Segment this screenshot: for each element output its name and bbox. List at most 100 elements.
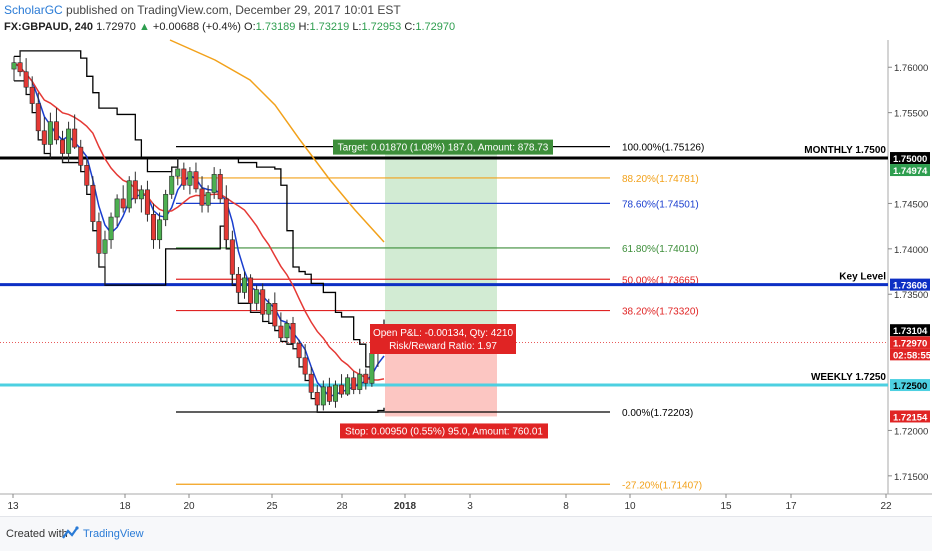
channel-upper-line <box>14 50 385 368</box>
candle-body <box>290 322 296 344</box>
candle-body <box>278 325 284 339</box>
candle-body <box>199 188 205 206</box>
y-tick-label: 1.76000 <box>894 63 928 74</box>
published-text: published on TradingView.com, December 2… <box>66 3 401 17</box>
candle-body <box>320 386 326 406</box>
candle-body <box>108 216 114 241</box>
x-tick-label: 2018 <box>394 501 417 512</box>
time-axis[interactable]: 13 18 20 25 28 2018 3 8 10 15 17 22 <box>7 494 892 512</box>
chart-canvas[interactable]: 100.00%(1.75126) 88.20%(1.74781) 78.60%(1.… <box>0 0 932 516</box>
candle-body <box>78 146 84 166</box>
tradingview-link[interactable]: TradingView <box>83 528 144 540</box>
loss-zone <box>385 342 497 417</box>
candle-body <box>345 377 351 395</box>
candle-body <box>266 303 272 315</box>
fib-label: 38.20%(1.73320) <box>622 307 699 318</box>
ma-mid-line <box>13 62 385 381</box>
candle-body <box>314 392 320 406</box>
candle-body <box>351 377 357 390</box>
candle-body <box>60 139 66 154</box>
level-label: WEEKLY 1.7250 <box>811 372 886 383</box>
symbol-label[interactable]: FX:GBPAUD, 240 <box>4 21 94 33</box>
candle-body <box>223 198 229 241</box>
close-label: C: <box>404 21 416 33</box>
low-value: 1.72953 <box>361 21 402 33</box>
candle-body <box>302 357 308 375</box>
y-tick-label: 1.72000 <box>894 426 928 437</box>
tradingview-logo-icon[interactable] <box>62 526 80 540</box>
up-arrow-icon: ▲ <box>138 21 150 33</box>
position-labels: Target: 0.01870 (1.08%) 187.0, Amount: 8… <box>333 139 553 439</box>
x-tick-label: 28 <box>336 501 348 512</box>
x-tick-label: 15 <box>720 501 732 512</box>
price-tag-label: 02:58:55 <box>893 350 932 361</box>
candle-body <box>144 189 150 215</box>
author-name[interactable]: ScholarGC <box>4 3 63 17</box>
open-pl-text: Open P&L: -0.00134, Qty: 4210 <box>373 328 514 339</box>
open-pl-box <box>370 324 516 354</box>
fib-label: 50.00%(1.73665) <box>622 275 699 286</box>
candle-body <box>308 373 314 393</box>
candle-body <box>332 384 338 402</box>
candle-body <box>47 121 53 145</box>
risk-reward-text: Risk/Reward Ratio: 1.97 <box>389 341 497 352</box>
candle-body <box>181 168 187 186</box>
y-tick-label: 1.74500 <box>894 199 928 210</box>
price-tag-label: 1.72970 <box>893 338 927 349</box>
candle-body <box>157 219 163 241</box>
candle-body <box>187 171 193 186</box>
x-tick-label: 3 <box>467 501 473 512</box>
x-tick-label: 17 <box>785 501 797 512</box>
candle-body <box>175 168 181 177</box>
candle-body <box>284 322 290 339</box>
change-value: +0.00688 (+0.4%) <box>152 21 241 33</box>
candle-body <box>132 180 138 200</box>
candle-body <box>241 277 247 293</box>
level-label: Key Level <box>839 272 886 283</box>
price-tag-label: 1.73606 <box>893 281 927 292</box>
open-value: 1.73189 <box>255 21 296 33</box>
open-label: O: <box>244 21 256 33</box>
low-label: L: <box>352 21 362 33</box>
candle-body <box>272 303 278 327</box>
created-with-text: Created with <box>6 528 68 540</box>
candle-body <box>23 71 29 88</box>
candle-body <box>169 175 175 195</box>
candle-body <box>205 192 211 206</box>
fib-label: 61.80%(1.74010) <box>622 244 699 255</box>
target-label-text: Target: 0.01870 (1.08%) 187.0, Amount: 8… <box>338 143 549 154</box>
symbol-line: FX:GBPAUD, 240 1.72970 ▲ +0.00688 (+0.4%… <box>4 21 455 33</box>
candle-body <box>72 128 78 148</box>
x-tick-label: 25 <box>266 501 278 512</box>
target-label-box <box>333 139 553 155</box>
y-tick-label: 1.73500 <box>894 290 928 301</box>
candle-body <box>151 214 157 241</box>
candle-body <box>339 384 345 395</box>
candle-body <box>29 86 35 104</box>
candle-body <box>235 273 241 293</box>
candle-body <box>84 165 90 186</box>
high-value: 1.73219 <box>309 21 350 33</box>
profit-zone <box>385 146 497 343</box>
x-tick-label: 20 <box>183 501 195 512</box>
price-tag <box>890 152 930 165</box>
stop-label-text: Stop: 0.00950 (0.55%) 95.0, Amount: 760.… <box>345 426 543 437</box>
price-tag <box>890 336 930 349</box>
price-tag-label: 1.74974 <box>893 166 928 177</box>
price-tag-label: 1.75000 <box>893 154 927 165</box>
price-tag <box>890 379 930 392</box>
price-tag-label: 1.72154 <box>893 412 928 423</box>
candle-body <box>90 184 96 222</box>
candle-body <box>211 174 217 193</box>
y-tick-label: 1.71500 <box>894 472 928 483</box>
candle-body <box>53 121 59 141</box>
candle-body <box>120 198 126 209</box>
candle-body <box>296 342 302 359</box>
candle-body <box>102 239 108 254</box>
candle-body <box>114 198 120 218</box>
grid <box>0 40 932 495</box>
x-tick-label: 13 <box>7 501 19 512</box>
candle-body <box>357 373 363 390</box>
price-axis[interactable]: 1.76000 1.75500 1.74500 1.74000 1.73500 1.720… <box>888 63 932 483</box>
price-tag <box>890 278 930 291</box>
